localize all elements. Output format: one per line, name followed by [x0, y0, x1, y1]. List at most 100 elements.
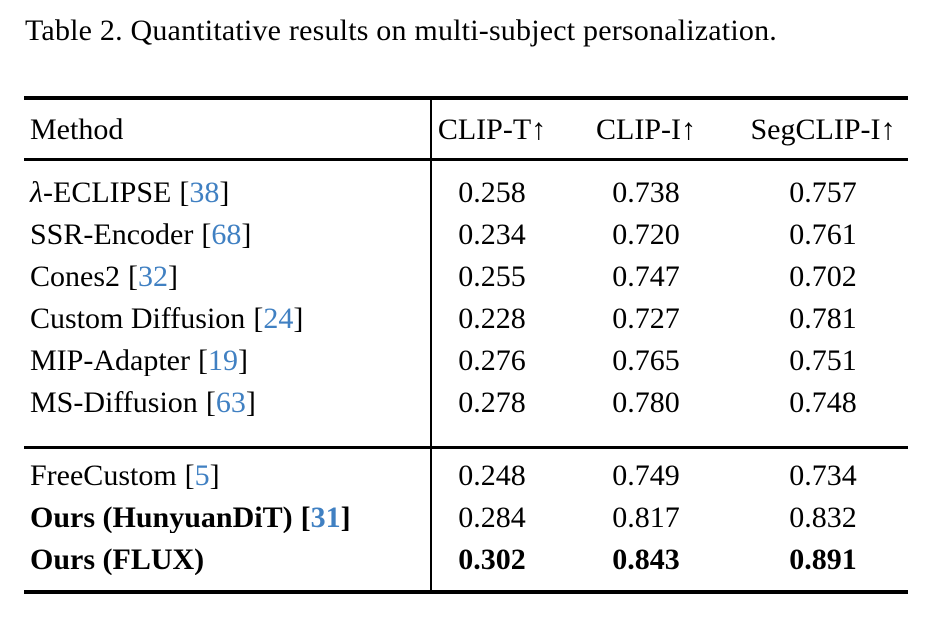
- table-row: SSR-Encoder [68] 0.234 0.720 0.761: [24, 214, 908, 256]
- method-cell: SSR-Encoder [68]: [24, 220, 430, 250]
- value-cell: 0.843: [612, 543, 680, 576]
- table-row: λ-ECLIPSE [38] 0.258 0.738 0.757: [24, 172, 908, 214]
- value-cell: 0.727: [612, 302, 680, 335]
- method-label: Ours (HunyuanDiT): [30, 503, 293, 533]
- value-cell: 0.832: [789, 501, 857, 534]
- bracket-close: ]: [237, 346, 248, 376]
- citation-link[interactable]: 38: [189, 178, 220, 208]
- method-label: MS-Diffusion: [30, 388, 198, 418]
- column-header-clip-t: CLIP-T↑: [437, 113, 547, 146]
- bracket-open: [: [197, 346, 208, 376]
- mid-rule: [24, 446, 908, 449]
- bracket-open: [: [201, 220, 212, 250]
- citation: [5]: [185, 461, 220, 491]
- value-cell: 0.747: [612, 260, 680, 293]
- bracket-open: [: [179, 178, 190, 208]
- bottom-rule: [24, 590, 908, 594]
- method-label: λ: [30, 178, 43, 208]
- table-row: MIP-Adapter [19] 0.276 0.765 0.751: [24, 340, 908, 382]
- citation-link[interactable]: 5: [194, 461, 210, 491]
- column-header-clip-i: CLIP-I↑: [596, 113, 696, 146]
- value-cell: 0.817: [612, 501, 680, 534]
- value-cell: 0.734: [789, 459, 857, 492]
- method-label: Ours (FLUX): [30, 545, 205, 575]
- bracket-close: ]: [245, 388, 256, 418]
- value-cell: 0.781: [789, 302, 857, 335]
- bracket-open: [: [205, 388, 216, 418]
- table-body-baselines: λ-ECLIPSE [38] 0.258 0.738 0.757 SSR-Enco…: [24, 172, 908, 424]
- value-cell: 0.255: [458, 260, 526, 293]
- table-header-row: Method CLIP-T↑ CLIP-I↑ SegCLIP-I↑: [24, 106, 908, 154]
- method-label: -ECLIPSE: [43, 178, 172, 208]
- column-divider: [430, 100, 432, 590]
- citation-link[interactable]: 24: [263, 304, 294, 334]
- top-rule: [24, 96, 908, 100]
- table-row: FreeCustom [5] 0.248 0.749 0.734: [24, 455, 908, 497]
- bracket-open: [: [253, 304, 264, 334]
- citation-link[interactable]: 19: [207, 346, 238, 376]
- value-cell: 0.284: [458, 501, 526, 534]
- bracket-close: ]: [241, 220, 252, 250]
- citation: [31]: [301, 503, 351, 533]
- value-cell: 0.302: [458, 543, 526, 576]
- header-rule: [24, 158, 908, 161]
- value-cell: 0.248: [458, 459, 526, 492]
- method-cell: Ours (FLUX): [24, 545, 430, 575]
- value-cell: 0.751: [789, 344, 857, 377]
- citation: [68]: [201, 220, 251, 250]
- method-cell: λ-ECLIPSE [38]: [24, 178, 430, 208]
- citation-link[interactable]: 63: [215, 388, 246, 418]
- value-cell: 0.702: [789, 260, 857, 293]
- method-cell: Custom Diffusion [24]: [24, 304, 430, 334]
- value-cell: 0.757: [789, 176, 857, 209]
- value-cell: 0.738: [612, 176, 680, 209]
- value-cell: 0.234: [458, 218, 526, 251]
- method-label: Custom Diffusion: [30, 304, 246, 334]
- value-cell: 0.228: [458, 302, 526, 335]
- method-label: Cones2: [30, 262, 120, 292]
- table-body-ours: FreeCustom [5] 0.248 0.749 0.734 Ours (Hu…: [24, 455, 908, 581]
- column-header-segclip-i: SegCLIP-I↑: [750, 113, 896, 146]
- citation-link[interactable]: 31: [310, 503, 341, 533]
- method-label: SSR-Encoder: [30, 220, 194, 250]
- table-row: Cones2 [32] 0.255 0.747 0.702: [24, 256, 908, 298]
- citation: [38]: [179, 178, 229, 208]
- table-row: Custom Diffusion [24] 0.228 0.727 0.781: [24, 298, 908, 340]
- bracket-open: [: [300, 503, 311, 533]
- value-cell: 0.891: [789, 543, 857, 576]
- citation: [32]: [128, 262, 178, 292]
- bracket-open: [: [128, 262, 138, 292]
- table-row: Ours (HunyuanDiT) [31] 0.284 0.817 0.832: [24, 497, 908, 539]
- citation: [63]: [206, 388, 256, 418]
- value-cell: 0.720: [612, 218, 680, 251]
- bracket-close: ]: [219, 178, 230, 208]
- bracket-close: ]: [293, 304, 304, 334]
- table-row: Ours (FLUX) 0.302 0.843 0.891: [24, 539, 908, 581]
- method-cell: MS-Diffusion [63]: [24, 388, 430, 418]
- table-row: MS-Diffusion [63] 0.278 0.780 0.748: [24, 382, 908, 424]
- table-caption: Table 2. Quantitative results on multi-s…: [25, 14, 777, 47]
- value-cell: 0.276: [458, 344, 526, 377]
- column-header-method: Method: [30, 115, 124, 145]
- value-cell: 0.278: [458, 386, 526, 419]
- citation: [24]: [253, 304, 303, 334]
- method-cell: MIP-Adapter [19]: [24, 346, 430, 376]
- value-cell: 0.765: [612, 344, 680, 377]
- method-cell: Cones2 [32]: [24, 262, 430, 292]
- method-label: FreeCustom: [30, 461, 177, 491]
- bracket-close: ]: [168, 262, 178, 292]
- method-label: MIP-Adapter: [30, 346, 190, 376]
- value-cell: 0.761: [789, 218, 857, 251]
- citation-link[interactable]: 68: [211, 220, 242, 250]
- value-cell: 0.780: [612, 386, 680, 419]
- bracket-close: ]: [340, 503, 351, 533]
- bracket-close: ]: [209, 461, 220, 491]
- method-cell: Ours (HunyuanDiT) [31]: [24, 503, 430, 533]
- bracket-open: [: [184, 461, 195, 491]
- citation-link[interactable]: 32: [138, 262, 168, 292]
- method-cell: FreeCustom [5]: [24, 461, 430, 491]
- citation: [19]: [198, 346, 248, 376]
- value-cell: 0.748: [789, 386, 857, 419]
- value-cell: 0.258: [458, 176, 526, 209]
